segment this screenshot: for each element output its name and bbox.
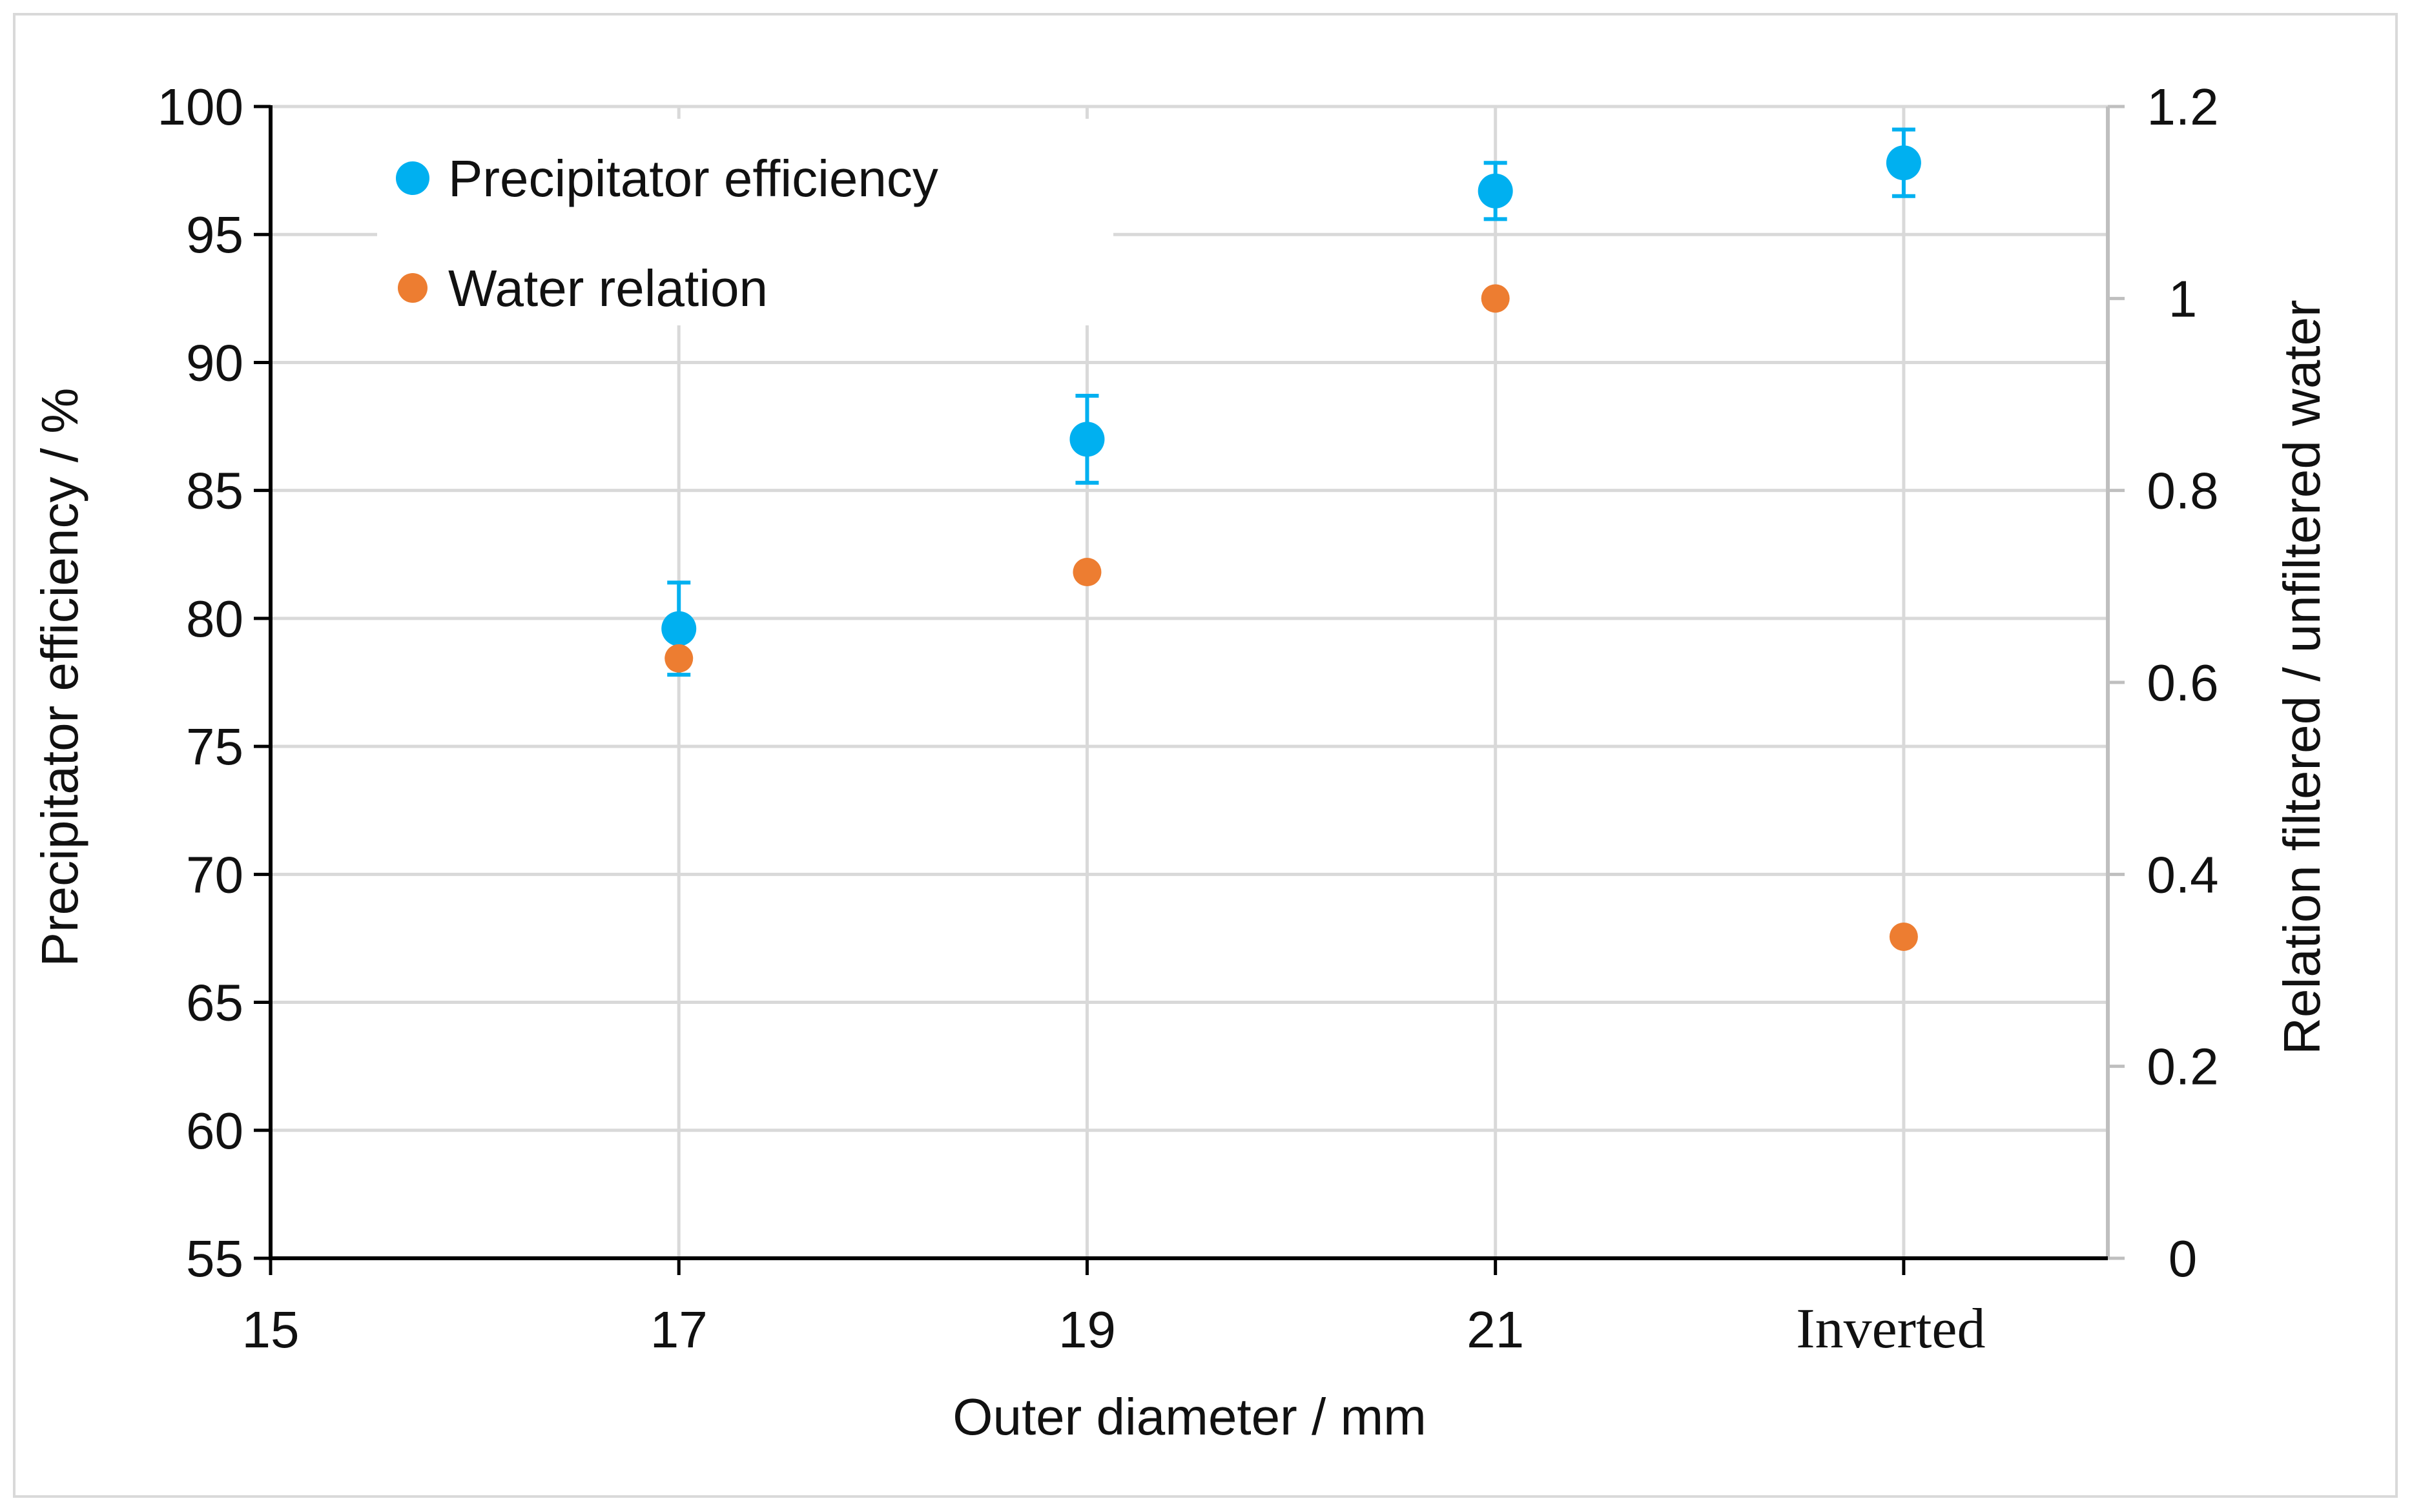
y-tick-label-65: 65 bbox=[186, 974, 243, 1032]
x-axis-title: Outer diameter / mm bbox=[953, 1388, 1427, 1446]
y2-tick-label-0.2: 0.2 bbox=[2147, 1038, 2218, 1096]
legend-marker-water bbox=[398, 273, 428, 303]
legend-label-efficiency: Precipitator efficiency bbox=[448, 150, 938, 207]
efficiency-point-21 bbox=[1478, 173, 1513, 209]
legend: Precipitator efficiency Water relation bbox=[377, 119, 1113, 325]
legend-background bbox=[377, 119, 1113, 325]
y-tick-label-55: 55 bbox=[186, 1230, 243, 1287]
tick-labels: 55 60 65 70 75 80 85 90 95 100 0 0.2 0.4 0.6 0.8 1 1.2 15… bbox=[158, 78, 2219, 1360]
y-tick-label-95: 95 bbox=[186, 206, 243, 263]
x-tick-label-19: 19 bbox=[1058, 1301, 1116, 1358]
x-tick-label-Inverted: Inverted bbox=[1796, 1298, 1985, 1360]
water-point-19 bbox=[1073, 558, 1102, 587]
y-tick-label-60: 60 bbox=[186, 1102, 243, 1160]
y2-tick-label-0.8: 0.8 bbox=[2147, 462, 2218, 520]
y2-tick-label-0.6: 0.6 bbox=[2147, 654, 2218, 711]
efficiency-point-19 bbox=[1069, 422, 1105, 457]
y-tick-label-75: 75 bbox=[186, 718, 243, 775]
scatter-chart: 55 60 65 70 75 80 85 90 95 100 0 0.2 0.4 0.6 0.8 1 1.2 15… bbox=[31, 78, 2331, 1446]
y2-tick-label-0: 0 bbox=[2169, 1230, 2198, 1287]
y-tick-label-90: 90 bbox=[186, 334, 243, 391]
efficiency-point-17 bbox=[661, 611, 697, 646]
legend-label-water: Water relation bbox=[448, 260, 768, 317]
water-point-21 bbox=[1481, 284, 1510, 313]
y-tick-label-70: 70 bbox=[186, 846, 243, 903]
water-point-Inverted bbox=[1889, 922, 1918, 951]
x-tick-label-17: 17 bbox=[650, 1301, 708, 1358]
x-tick-label-15: 15 bbox=[242, 1301, 300, 1358]
y-axis-title: Precipitator efficiency / % bbox=[31, 388, 88, 967]
y2-tick-label-0.4: 0.4 bbox=[2147, 846, 2218, 903]
legend-marker-efficiency bbox=[396, 161, 429, 195]
chart-frame: 55 60 65 70 75 80 85 90 95 100 0 0.2 0.4 0.6 0.8 1 1.2 15… bbox=[13, 13, 2398, 1498]
water-point-17 bbox=[665, 644, 694, 673]
y2-tick-label-1.2: 1.2 bbox=[2147, 78, 2218, 136]
data-marks bbox=[661, 127, 1921, 951]
y2-axis-title: Relation filtered / unfiltered water bbox=[2273, 300, 2331, 1055]
axes bbox=[254, 105, 2125, 1275]
y-tick-label-80: 80 bbox=[186, 590, 243, 648]
y2-tick-label-1: 1 bbox=[2169, 270, 2198, 327]
y-tick-label-100: 100 bbox=[158, 78, 243, 136]
y-tick-label-85: 85 bbox=[186, 462, 243, 520]
efficiency-point-Inverted bbox=[1886, 145, 1921, 181]
x-tick-label-21: 21 bbox=[1467, 1301, 1524, 1358]
